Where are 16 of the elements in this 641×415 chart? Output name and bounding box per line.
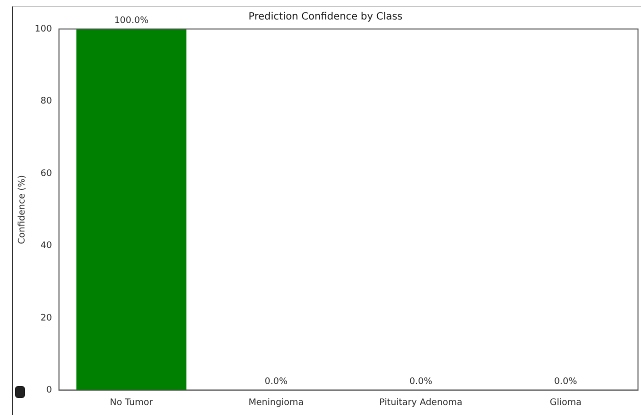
y-tick-label: 20	[40, 313, 52, 324]
y-tick-label: 60	[40, 168, 52, 179]
chart-title: Prediction Confidence by Class	[248, 12, 403, 23]
data-label: 0.0%	[409, 377, 433, 388]
x-tick-label: Glioma	[550, 398, 582, 408]
data-label: 0.0%	[554, 377, 578, 388]
x-tick-label: No Tumor	[110, 398, 154, 408]
y-tick-label: 100	[34, 24, 52, 34]
y-tick-label: 80	[40, 96, 52, 107]
data-label: 0.0%	[264, 377, 288, 388]
y-axis-title: Confidence (%)	[18, 175, 28, 244]
y-tick-label: 0	[46, 386, 52, 396]
x-tick-label: Pituitary Adenoma	[379, 398, 462, 408]
y-tick-label: 40	[40, 241, 52, 252]
x-tick-label: Meningioma	[248, 398, 304, 408]
data-label: 100.0%	[114, 16, 149, 26]
